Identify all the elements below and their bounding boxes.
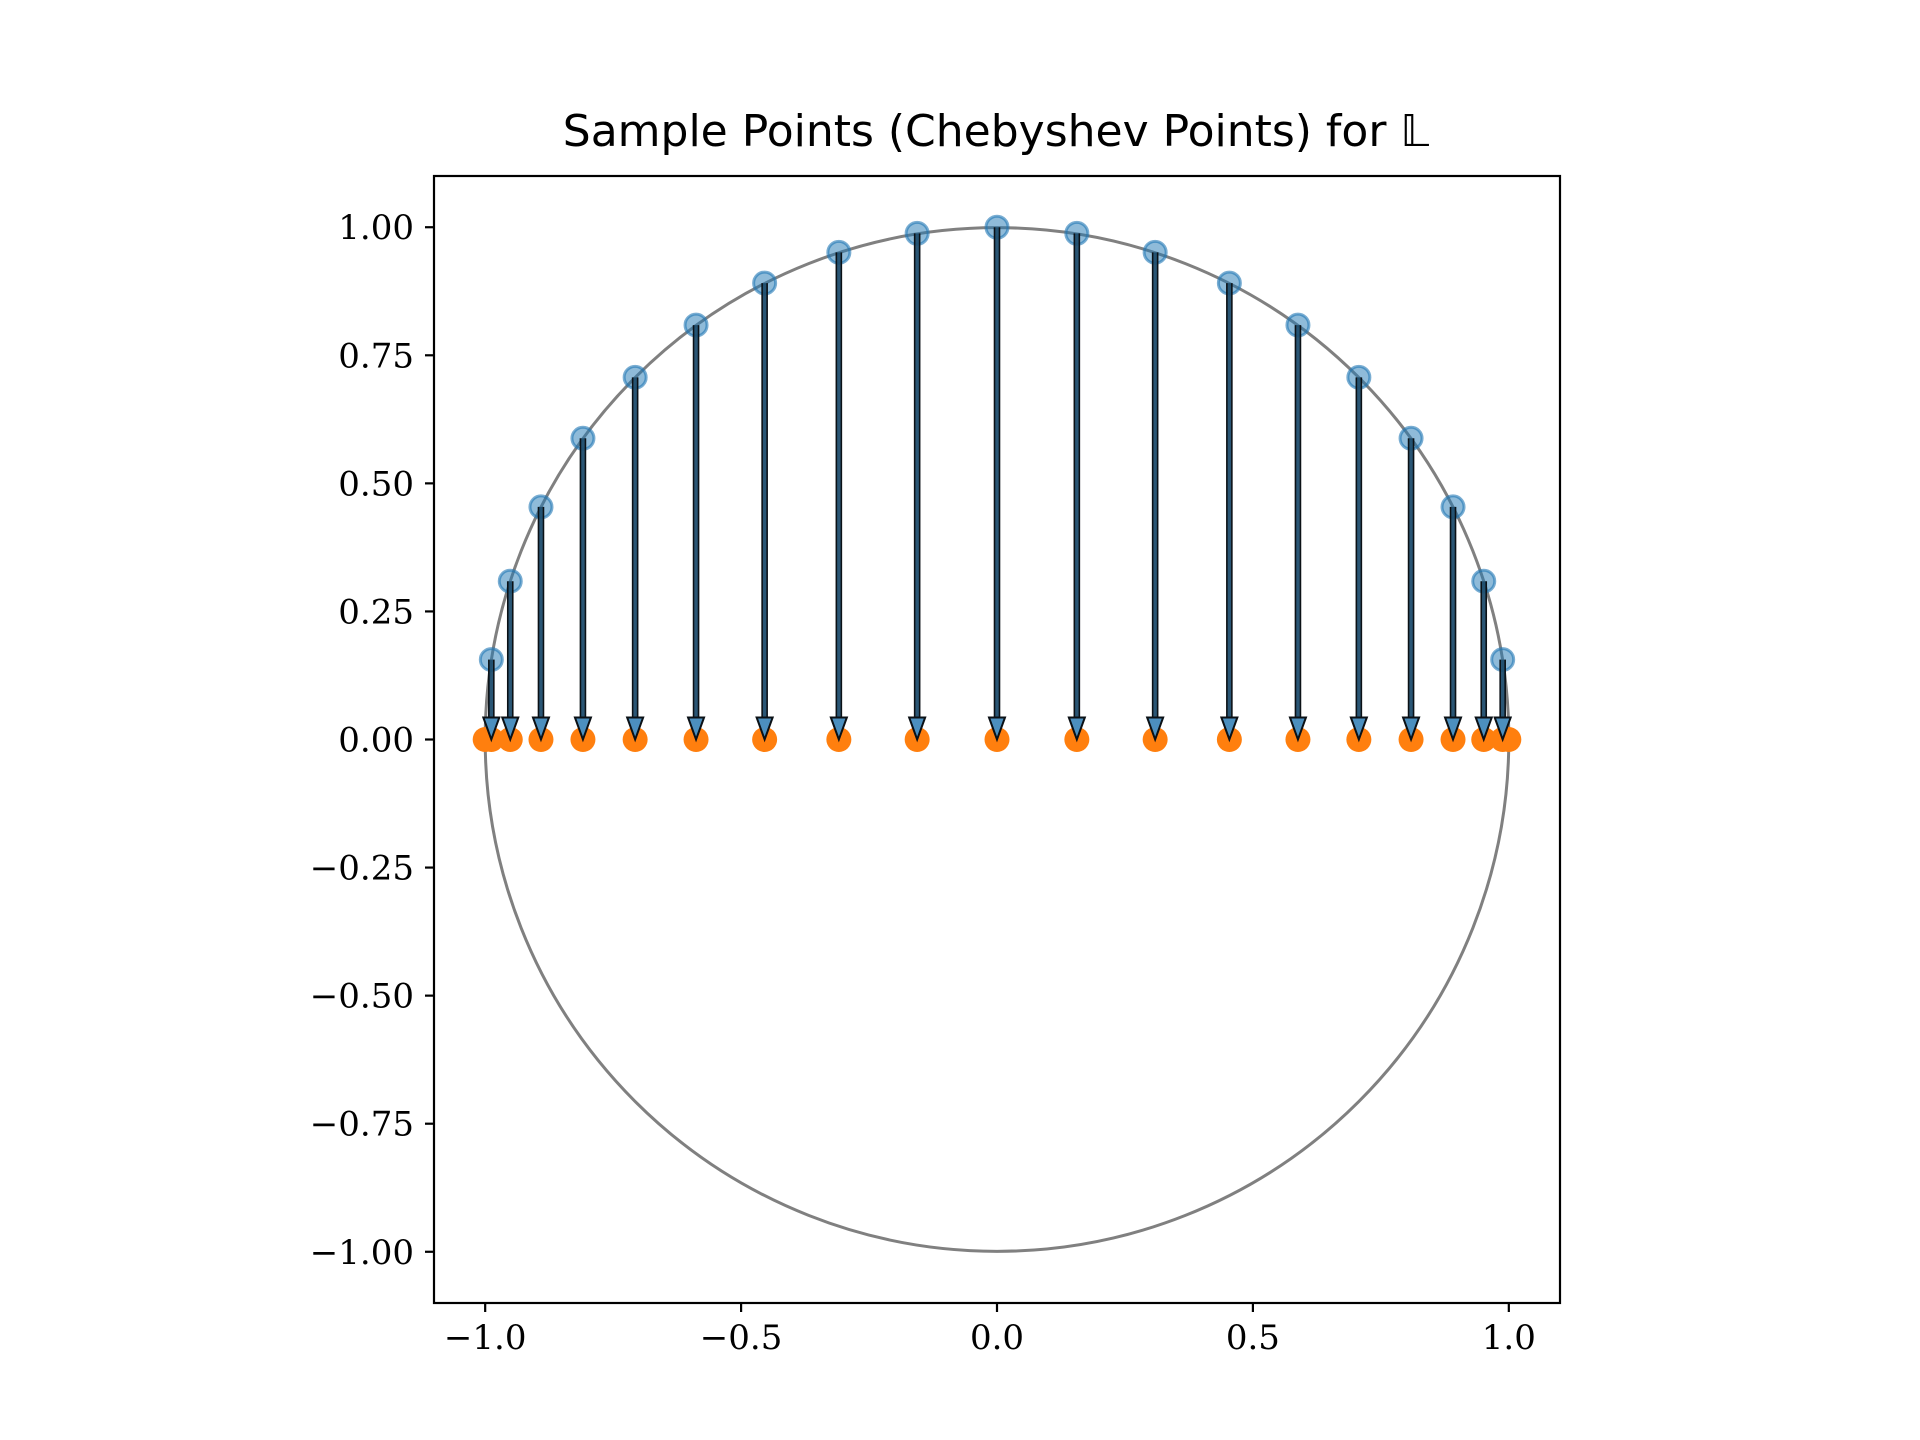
y-tick-label: −0.50 xyxy=(310,977,414,1017)
projection-arrow-head xyxy=(755,716,775,743)
projection-arrow-head xyxy=(1219,716,1239,743)
projection-arrow-head xyxy=(481,716,501,743)
projection-arrow-head xyxy=(531,716,551,743)
plot-area xyxy=(472,214,1522,1253)
projection-arrow xyxy=(1219,283,1239,743)
y-tick-label: 0.25 xyxy=(338,592,414,632)
projection-arrow xyxy=(907,233,927,743)
projection-arrow xyxy=(686,325,706,743)
projection-arrow xyxy=(1474,581,1494,743)
y-tick-label: 0.75 xyxy=(338,336,414,376)
projection-arrow xyxy=(573,438,593,743)
circle-points-layer xyxy=(478,214,1516,673)
projection-arrow-head xyxy=(500,716,520,743)
projection-arrow xyxy=(755,283,775,743)
x-tick-label: −0.5 xyxy=(700,1318,783,1358)
y-tick-label: 0.00 xyxy=(338,721,414,761)
projection-arrow xyxy=(1493,659,1513,743)
projection-arrow-head xyxy=(1443,716,1463,743)
y-tick-label: 1.00 xyxy=(338,208,414,248)
projection-arrow xyxy=(500,581,520,743)
projection-arrow-head xyxy=(625,716,645,743)
projection-arrow-head xyxy=(1349,716,1369,743)
projection-arrow-head xyxy=(1067,716,1087,743)
x-axis-ticks: −1.0 −0.5 0.0 0.5 1.0 xyxy=(444,1303,1536,1358)
projection-arrow-head xyxy=(1401,716,1421,743)
projection-arrow-head xyxy=(907,716,927,743)
projection-arrow-head xyxy=(1474,716,1494,743)
projection-arrow-head xyxy=(1145,716,1165,743)
y-axis-ticks: 1.00 0.75 0.50 0.25 0.00 −0.25 −0.50 −0.75 −1.00 xyxy=(310,208,434,1273)
projection-arrow-head xyxy=(829,716,849,743)
projection-arrow xyxy=(829,252,849,743)
x-tick-label: 1.0 xyxy=(1482,1318,1536,1358)
projection-arrow xyxy=(481,659,501,743)
projection-arrow-head xyxy=(1493,716,1513,743)
projection-arrows-layer xyxy=(481,227,1513,743)
projection-arrow-head xyxy=(573,716,593,743)
x-tick-label: 0.5 xyxy=(1226,1318,1280,1358)
x-tick-label: 0.0 xyxy=(970,1318,1024,1358)
projection-arrow-head xyxy=(1288,716,1308,743)
y-tick-label: 0.50 xyxy=(338,464,414,504)
projection-arrow xyxy=(1067,233,1087,743)
projection-arrow xyxy=(1145,252,1165,743)
y-tick-label: −0.25 xyxy=(310,849,414,889)
y-tick-label: −1.00 xyxy=(310,1233,414,1273)
projection-arrow xyxy=(625,377,645,743)
projection-arrow xyxy=(531,506,551,743)
projection-arrow xyxy=(1401,438,1421,743)
projection-arrow xyxy=(1349,377,1369,743)
chart-title: Sample Points (Chebyshev Points) for 𝕃 xyxy=(563,106,1430,157)
projection-arrow xyxy=(987,227,1007,743)
y-tick-label: −0.75 xyxy=(310,1105,414,1145)
projection-arrow xyxy=(1443,506,1463,743)
x-tick-label: −1.0 xyxy=(444,1318,527,1358)
projection-arrow-head xyxy=(987,716,1007,743)
projection-arrow xyxy=(1288,325,1308,743)
projection-arrow-head xyxy=(686,716,706,743)
